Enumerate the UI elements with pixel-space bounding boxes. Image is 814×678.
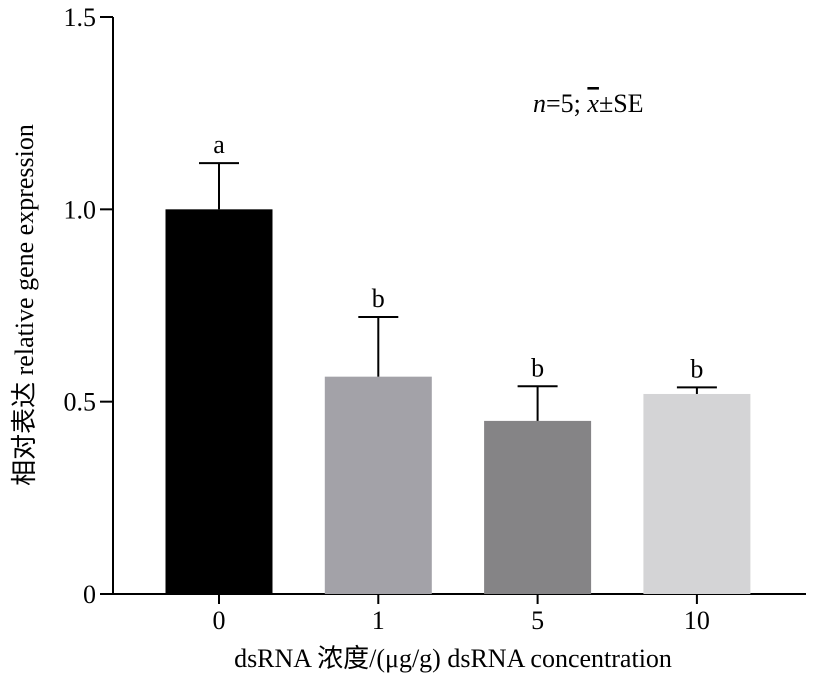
bar bbox=[165, 209, 273, 595]
y-tick-label: 0 bbox=[83, 580, 96, 609]
n-label: n bbox=[533, 89, 546, 118]
x-tick-label: 5 bbox=[531, 606, 544, 635]
labels: a b b b bbox=[213, 130, 703, 383]
sample-size-annotation: n=5; x±SE bbox=[533, 89, 644, 118]
y-tick-label: 0.5 bbox=[64, 388, 97, 417]
bar bbox=[324, 376, 432, 594]
n-value: =5; bbox=[546, 89, 587, 118]
bar bbox=[643, 393, 751, 594]
significance-label: b bbox=[690, 354, 703, 383]
x-tick-label: 0 bbox=[213, 606, 226, 635]
pm-se: ±SE bbox=[599, 89, 644, 118]
bars bbox=[165, 209, 751, 595]
significance-label: b bbox=[531, 353, 544, 382]
x-axis-title: dsRNA 浓度/(μg/g) dsRNA concentration bbox=[234, 644, 672, 673]
significance-label: b bbox=[372, 284, 385, 313]
mean-symbol: x bbox=[586, 89, 599, 118]
x-tick-label: 1 bbox=[372, 606, 385, 635]
significance-label: a bbox=[213, 130, 225, 159]
error-bars bbox=[199, 162, 717, 421]
bar bbox=[484, 420, 592, 594]
y-tick-label: 1.5 bbox=[64, 3, 97, 32]
x-tick-label: 10 bbox=[684, 606, 710, 635]
y-tick-label: 1.0 bbox=[64, 195, 97, 224]
y-axis-title: 相对表达 relative gene expression bbox=[10, 124, 39, 486]
